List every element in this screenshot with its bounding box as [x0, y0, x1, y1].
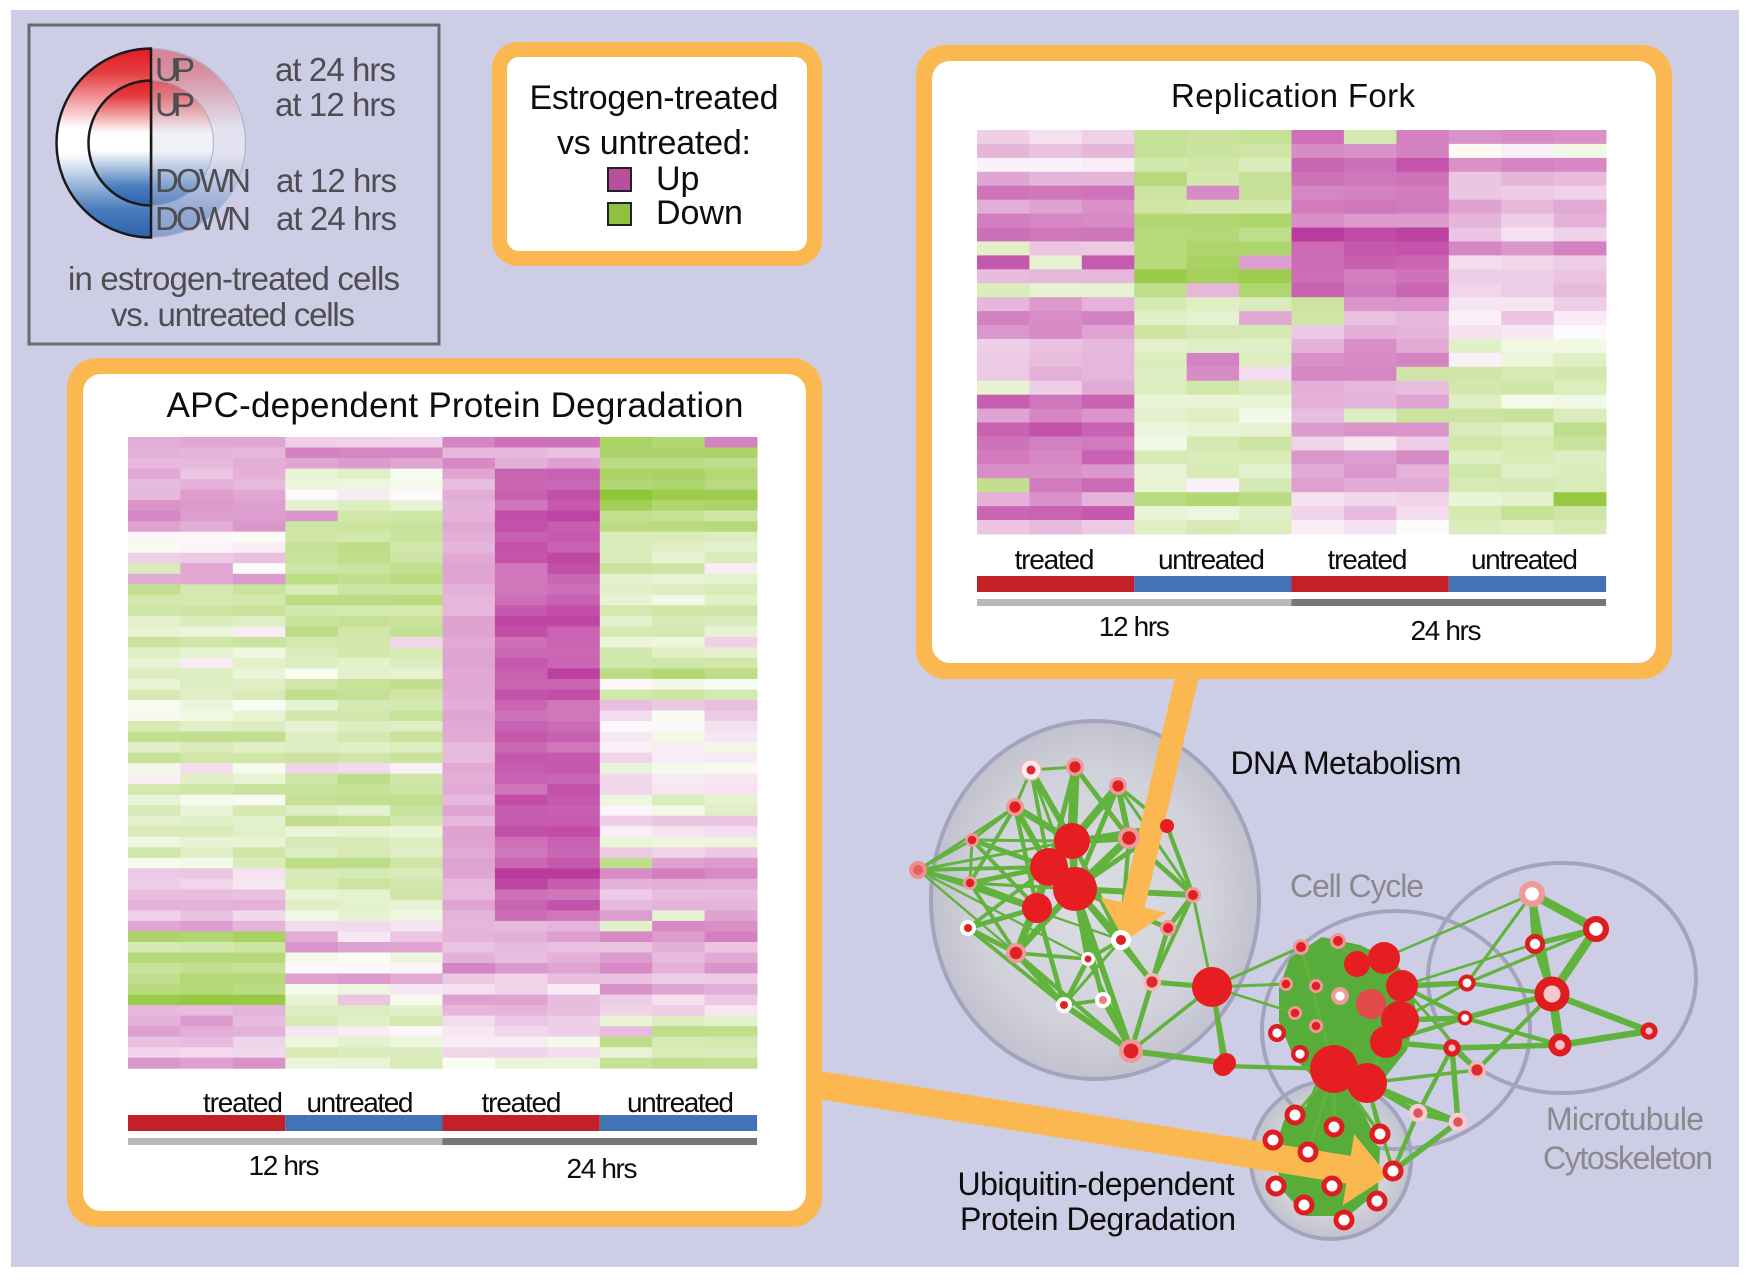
svg-text:Up: Up [656, 160, 699, 198]
svg-text:UP: UP [155, 86, 195, 123]
svg-text:APC-dependent Protein Degradat: APC-dependent Protein Degradation [167, 386, 744, 425]
svg-text:Microtubule: Microtubule [1546, 1101, 1704, 1137]
svg-text:Cytoskeleton: Cytoskeleton [1543, 1140, 1713, 1176]
svg-text:at 24 hrs: at 24 hrs [276, 200, 397, 237]
svg-text:24 hrs: 24 hrs [567, 1153, 638, 1184]
svg-text:12 hrs: 12 hrs [249, 1150, 320, 1181]
svg-text:untreated: untreated [1471, 544, 1578, 575]
svg-text:untreated: untreated [627, 1087, 734, 1118]
svg-text:Cell Cycle: Cell Cycle [1290, 868, 1424, 904]
svg-text:treated: treated [203, 1087, 283, 1118]
svg-text:treated: treated [1328, 544, 1408, 575]
svg-text:untreated: untreated [1158, 544, 1265, 575]
svg-text:treated: treated [482, 1087, 562, 1118]
svg-text:12 hrs: 12 hrs [1099, 611, 1170, 642]
svg-text:DOWN: DOWN [155, 200, 251, 237]
svg-text:Estrogen-treated: Estrogen-treated [530, 79, 779, 117]
svg-text:Replication Fork: Replication Fork [1171, 77, 1416, 114]
svg-text:vs untreated:: vs untreated: [557, 124, 751, 162]
svg-text:DOWN: DOWN [155, 162, 251, 199]
svg-text:Protein Degradation: Protein Degradation [960, 1201, 1236, 1237]
svg-text:vs. untreated cells: vs. untreated cells [111, 296, 355, 333]
svg-text:in estrogen-treated cells: in estrogen-treated cells [68, 260, 400, 297]
svg-text:at 24 hrs: at 24 hrs [275, 51, 396, 88]
svg-text:treated: treated [1015, 544, 1095, 575]
svg-text:at 12 hrs: at 12 hrs [275, 86, 396, 123]
svg-text:DNA Metabolism: DNA Metabolism [1231, 745, 1462, 781]
svg-text:Ubiquitin-dependent: Ubiquitin-dependent [958, 1166, 1235, 1202]
svg-text:untreated: untreated [307, 1087, 414, 1118]
svg-text:UP: UP [155, 51, 195, 88]
svg-text:24 hrs: 24 hrs [1411, 615, 1482, 646]
svg-text:at 12 hrs: at 12 hrs [276, 162, 397, 199]
svg-text:Down: Down [656, 194, 743, 232]
